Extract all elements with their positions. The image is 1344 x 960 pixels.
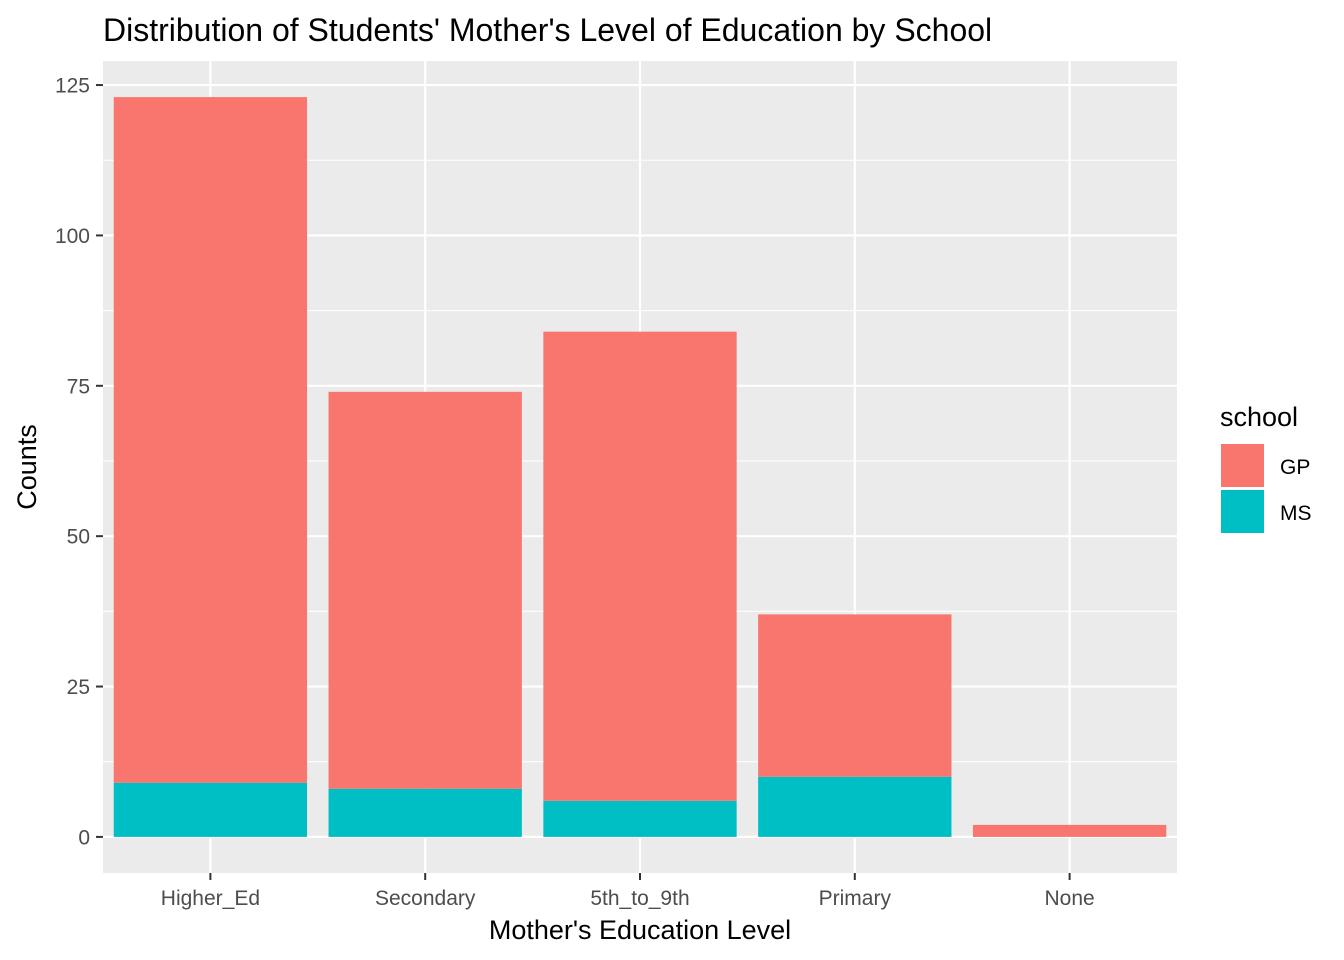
x-tick-label: Higher_Ed	[161, 887, 260, 910]
legend-key-gp	[1219, 442, 1266, 489]
bar-ms-primary	[758, 776, 952, 837]
y-axis-title: Counts	[12, 424, 42, 510]
x-tick-label: None	[1044, 887, 1094, 910]
chart-title: Distribution of Students' Mother's Level…	[103, 12, 992, 48]
y-tick-label: 50	[67, 526, 90, 549]
y-tick-label: 25	[67, 676, 90, 699]
x-tick-label: Primary	[819, 887, 892, 910]
bar-gp-secondary	[328, 391, 522, 789]
bar-gp-primary	[758, 614, 952, 777]
legend: school GP MS	[1219, 402, 1312, 535]
y-axis: 0 25 50 75 100 125	[55, 75, 103, 849]
x-tick-label: Secondary	[375, 887, 476, 910]
bar-gp-5th_to_9th	[543, 331, 737, 801]
x-axis: Higher_Ed Secondary 5th_to_9th Primary None	[161, 873, 1095, 910]
legend-label-gp: GP	[1280, 456, 1310, 479]
legend-label-ms: MS	[1280, 502, 1312, 525]
bar-gp-none	[972, 824, 1167, 837]
bars	[113, 97, 1167, 837]
y-tick-label: 0	[78, 826, 90, 849]
bar-ms-higher_ed	[113, 782, 308, 837]
bar-gp-higher_ed	[113, 97, 308, 783]
bar-ms-5th_to_9th	[543, 800, 737, 837]
x-axis-title: Mother's Education Level	[489, 915, 791, 945]
bar-ms-secondary	[328, 788, 522, 837]
y-tick-label: 100	[55, 225, 90, 248]
x-tick-label: 5th_to_9th	[590, 887, 689, 910]
y-tick-label: 125	[55, 75, 90, 98]
legend-title: school	[1220, 402, 1298, 432]
y-tick-label: 75	[67, 375, 90, 398]
legend-key-ms	[1219, 488, 1266, 535]
